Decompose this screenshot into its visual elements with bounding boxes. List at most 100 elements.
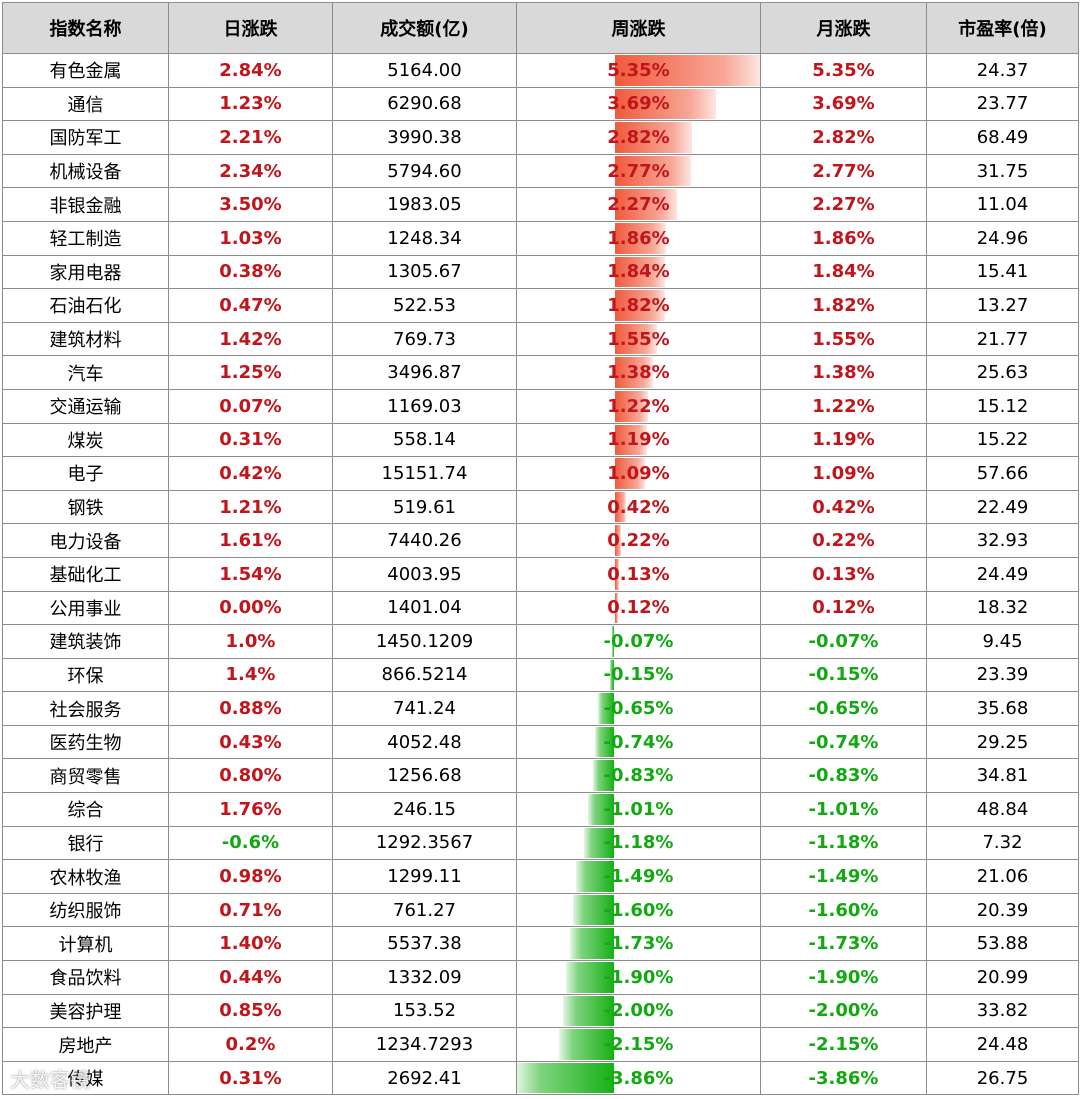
cell-pe-ratio: 24.48 [926, 1027, 1079, 1062]
header-weekly-change: 周涨跌 [516, 2, 761, 54]
cell-pe-ratio: 48.84 [926, 792, 1079, 827]
cell-monthly-change: 1.22% [760, 388, 927, 424]
cell-pe-ratio: 53.88 [926, 926, 1079, 962]
cell-daily-change: 1.25% [168, 355, 333, 390]
table-row: 综合 1.76% 246.15 -1.01% -1.01% 48.84 [2, 792, 1079, 827]
weekly-change-bar [615, 55, 760, 86]
cell-daily-change: 1.76% [168, 792, 333, 827]
table-row: 通信 1.23% 6290.68 3.69% 3.69% 23.77 [2, 86, 1079, 122]
cell-daily-change: 1.21% [168, 489, 333, 525]
table-row: 有色金属 2.84% 5164.00 5.35% 5.35% 24.37 [2, 53, 1079, 88]
cell-weekly-change: -1.49% [516, 859, 761, 894]
cell-pe-ratio: 68.49 [926, 120, 1079, 155]
weekly-change-value: -0.83% [603, 765, 674, 787]
cell-daily-change: 0.38% [168, 254, 333, 290]
cell-turnover: 4052.48 [332, 724, 517, 760]
weekly-change-bar [615, 122, 692, 153]
table-row: 银行 -0.6% 1292.3567 -1.18% -1.18% 7.32 [2, 825, 1079, 861]
cell-index-name: 机械设备 [2, 153, 169, 189]
cell-turnover: 2692.41 [332, 1060, 517, 1096]
cell-daily-change: 1.40% [168, 926, 333, 962]
weekly-change-bar [615, 390, 649, 422]
cell-pe-ratio: 21.06 [926, 859, 1079, 894]
cell-weekly-change: -0.83% [516, 758, 761, 794]
cell-weekly-change: -0.15% [516, 657, 761, 693]
cell-index-name: 房地产 [2, 1027, 169, 1062]
cell-turnover: 519.61 [332, 489, 517, 525]
cell-monthly-change: 2.27% [760, 187, 927, 222]
cell-monthly-change: -0.15% [760, 657, 927, 693]
cell-index-name: 通信 [2, 86, 169, 122]
cell-monthly-change: -1.01% [760, 792, 927, 827]
cell-index-name: 石油石化 [2, 288, 169, 323]
table-row: 家用电器 0.38% 1305.67 1.84% 1.84% 15.41 [2, 254, 1079, 290]
cell-weekly-change: -1.01% [516, 792, 761, 827]
cell-index-name: 轻工制造 [2, 220, 169, 256]
table-row: 煤炭 0.31% 558.14 1.19% 1.19% 15.22 [2, 422, 1079, 458]
table-row: 基础化工 1.54% 4003.95 0.13% 0.13% 24.49 [2, 556, 1079, 592]
cell-pe-ratio: 24.96 [926, 220, 1079, 256]
cell-monthly-change: -1.49% [760, 859, 927, 894]
cell-daily-change: 1.0% [168, 624, 333, 659]
cell-daily-change: 0.44% [168, 960, 333, 995]
weekly-change-bar [615, 525, 621, 556]
cell-monthly-change: 0.42% [760, 489, 927, 525]
cell-turnover: 522.53 [332, 288, 517, 323]
weekly-change-value: 1.09% [607, 462, 670, 484]
weekly-change-value: 1.38% [607, 362, 670, 384]
weekly-change-bar [615, 290, 665, 321]
weekly-change-value: 3.69% [607, 93, 670, 115]
weekly-change-value: -0.74% [603, 731, 674, 753]
cell-index-name: 传媒 [2, 1060, 169, 1096]
table-row: 传媒 0.31% 2692.41 -3.86% -3.86% 26.75 [2, 1060, 1079, 1096]
cell-index-name: 食品饮料 [2, 960, 169, 995]
cell-daily-change: 0.2% [168, 1027, 333, 1062]
cell-monthly-change: 0.22% [760, 523, 927, 558]
table-row: 社会服务 0.88% 741.24 -0.65% -0.65% 35.68 [2, 691, 1079, 726]
cell-turnover: 6290.68 [332, 86, 517, 122]
weekly-change-value: 0.12% [607, 597, 670, 619]
weekly-change-bar [615, 592, 619, 624]
cell-turnover: 1169.03 [332, 388, 517, 424]
cell-daily-change: 1.54% [168, 556, 333, 592]
cell-turnover: 5164.00 [332, 53, 517, 88]
cell-index-name: 计算机 [2, 926, 169, 962]
cell-daily-change: 1.4% [168, 657, 333, 693]
weekly-change-bar [612, 626, 614, 657]
cell-turnover: 866.5214 [332, 657, 517, 693]
weekly-change-bar [615, 357, 653, 388]
cell-index-name: 建筑装饰 [2, 624, 169, 659]
weekly-change-bar [559, 1029, 614, 1060]
weekly-change-value: 2.82% [607, 126, 670, 148]
cell-index-name: 农林牧渔 [2, 859, 169, 894]
cell-pe-ratio: 26.75 [926, 1060, 1079, 1096]
cell-index-name: 商贸零售 [2, 758, 169, 794]
cell-index-name: 煤炭 [2, 422, 169, 458]
weekly-change-value: 5.35% [607, 59, 670, 81]
weekly-change-bar [615, 558, 619, 590]
cell-turnover: 1332.09 [332, 960, 517, 995]
weekly-change-value: 2.77% [607, 160, 670, 182]
cell-turnover: 5537.38 [332, 926, 517, 962]
cell-daily-change: 0.31% [168, 422, 333, 458]
header-monthly-change: 月涨跌 [760, 2, 927, 54]
weekly-change-value: -0.15% [603, 664, 674, 686]
weekly-change-bar [595, 726, 614, 758]
cell-turnover: 558.14 [332, 422, 517, 458]
cell-pe-ratio: 57.66 [926, 456, 1079, 491]
weekly-change-bar [570, 928, 614, 960]
cell-weekly-change: -2.00% [516, 993, 761, 1029]
cell-weekly-change: 1.09% [516, 456, 761, 491]
table-row: 环保 1.4% 866.5214 -0.15% -0.15% 23.39 [2, 657, 1079, 693]
cell-pe-ratio: 22.49 [926, 489, 1079, 525]
cell-turnover: 1450.1209 [332, 624, 517, 659]
cell-turnover: 1248.34 [332, 220, 517, 256]
weekly-change-bar [615, 323, 658, 355]
cell-daily-change: 1.42% [168, 321, 333, 357]
table-header: 指数名称 日涨跌 成交额(亿) 周涨跌 月涨跌 市盈率(倍) [2, 2, 1079, 54]
cell-daily-change: 0.47% [168, 288, 333, 323]
cell-monthly-change: 1.55% [760, 321, 927, 357]
weekly-change-value: -0.65% [603, 698, 674, 720]
cell-monthly-change: 1.84% [760, 254, 927, 290]
cell-weekly-change: 0.12% [516, 590, 761, 626]
